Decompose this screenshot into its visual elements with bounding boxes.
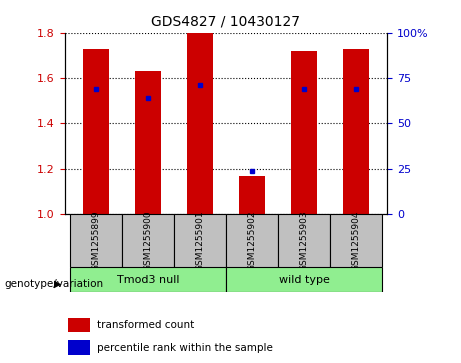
Bar bbox=[70, 267, 226, 292]
Bar bbox=[68, 318, 90, 332]
Title: GDS4827 / 10430127: GDS4827 / 10430127 bbox=[151, 15, 301, 29]
Bar bbox=[68, 340, 90, 355]
Bar bbox=[70, 214, 122, 267]
Text: GSM1255899: GSM1255899 bbox=[91, 210, 100, 271]
Bar bbox=[83, 49, 109, 214]
Text: GSM1255904: GSM1255904 bbox=[351, 210, 361, 271]
Bar bbox=[135, 71, 161, 214]
Bar bbox=[239, 176, 265, 214]
Bar bbox=[174, 214, 226, 267]
Text: GSM1255903: GSM1255903 bbox=[300, 210, 308, 271]
Bar bbox=[187, 33, 213, 214]
Bar bbox=[330, 214, 382, 267]
Text: genotype/variation: genotype/variation bbox=[5, 279, 104, 289]
Text: Tmod3 null: Tmod3 null bbox=[117, 274, 179, 285]
Bar bbox=[122, 214, 174, 267]
Text: ▶: ▶ bbox=[54, 279, 62, 289]
Bar bbox=[291, 51, 317, 214]
Bar bbox=[226, 267, 382, 292]
Text: GSM1255902: GSM1255902 bbox=[248, 210, 256, 271]
Text: percentile rank within the sample: percentile rank within the sample bbox=[97, 343, 273, 352]
Bar bbox=[343, 49, 369, 214]
Text: GSM1255900: GSM1255900 bbox=[143, 210, 152, 271]
Text: wild type: wild type bbox=[278, 274, 330, 285]
Bar bbox=[226, 214, 278, 267]
Text: transformed count: transformed count bbox=[97, 320, 195, 330]
Bar bbox=[278, 214, 330, 267]
Text: GSM1255901: GSM1255901 bbox=[195, 210, 204, 271]
